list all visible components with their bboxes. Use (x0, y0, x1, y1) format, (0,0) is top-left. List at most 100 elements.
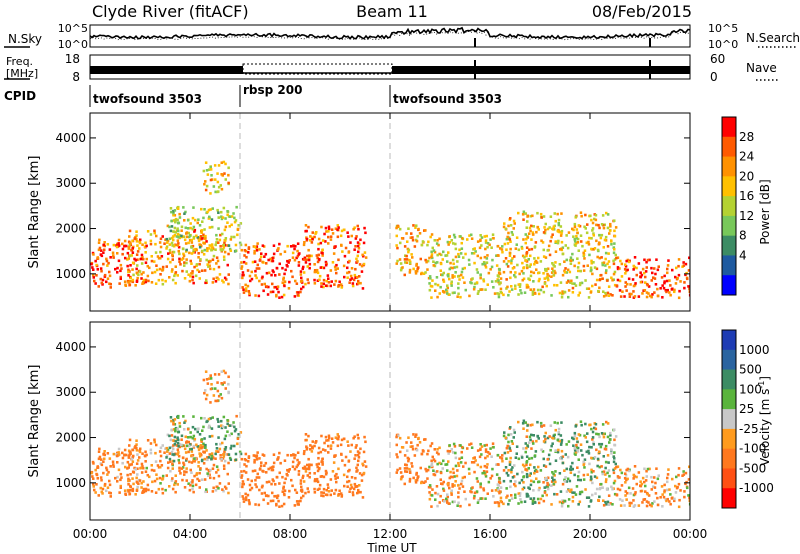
power-cell (549, 239, 552, 243)
velocity-cell (150, 490, 154, 493)
velocity-cell (324, 472, 328, 476)
power-cell (508, 290, 511, 293)
power-cell (140, 253, 144, 257)
velocity-cell (356, 484, 359, 488)
velocity-cell (170, 428, 173, 432)
velocity-cell (109, 465, 112, 468)
power-cell (602, 246, 605, 249)
velocity-cell (470, 442, 473, 446)
velocity-cell (432, 469, 435, 472)
power-cell (606, 245, 610, 248)
power-cell (269, 290, 273, 294)
power-cell (493, 292, 497, 295)
power-cell (228, 215, 232, 218)
velocity-cell (560, 449, 564, 453)
velocity-cell (567, 498, 571, 501)
power-cell (585, 231, 589, 235)
velocity-cell (499, 499, 502, 503)
velocity-cell (254, 478, 257, 482)
power-cell (428, 282, 431, 285)
power-cell (183, 212, 186, 215)
power-cell (215, 256, 219, 259)
velocity-cell (669, 493, 672, 496)
power-cell (509, 276, 512, 280)
power-cell (196, 221, 199, 225)
colorbar-swatch (722, 275, 736, 296)
velocity-cell (438, 446, 441, 450)
power-cell (190, 252, 194, 255)
power-cell (411, 236, 414, 239)
power-cell (220, 249, 223, 252)
cpid-panel: CPID twofsound 3503 rbsp 200 twofsound 3… (4, 83, 502, 107)
velocity-cell (197, 427, 200, 430)
velocity-cell (316, 480, 320, 484)
power-cell (358, 275, 361, 278)
velocity-cell (513, 464, 516, 467)
velocity-cell (520, 456, 524, 459)
power-cell (108, 282, 111, 285)
velocity-cell (161, 474, 165, 478)
velocity-cell (135, 476, 138, 480)
power-cell (457, 255, 461, 258)
velocity-cell (403, 482, 406, 486)
velocity-cell (198, 479, 201, 482)
velocity-cell (643, 480, 646, 484)
velocity-cell (203, 478, 207, 481)
velocity-cell (337, 467, 340, 471)
power-cell (223, 228, 227, 232)
velocity-cell (357, 436, 360, 440)
velocity-cell (128, 453, 131, 457)
power-cell (514, 287, 517, 290)
power-cell (346, 231, 349, 234)
power-cell (563, 269, 566, 273)
power-cell (172, 211, 175, 215)
colorbar-tick-label: 1000 (739, 343, 770, 357)
power-cell (645, 266, 648, 269)
velocity-cell (327, 434, 331, 438)
power-cell (252, 245, 256, 248)
power-cell (506, 265, 510, 268)
velocity-cell (248, 501, 251, 504)
power-cell (456, 260, 459, 263)
velocity-cell (561, 499, 564, 502)
power-cell (479, 234, 482, 237)
velocity-cell (361, 496, 365, 499)
velocity-cell (589, 423, 592, 427)
power-cell (395, 234, 398, 238)
velocity-cell (488, 452, 491, 456)
velocity-cell (607, 469, 611, 472)
velocity-cell (433, 448, 436, 451)
velocity-cell (222, 455, 226, 458)
velocity-cell (522, 486, 526, 490)
power-cell (616, 278, 620, 282)
velocity-cell (126, 473, 129, 477)
power-cell (633, 295, 637, 298)
velocity-cell (615, 465, 618, 469)
velocity-cell (134, 493, 137, 496)
velocity-cell (269, 466, 272, 470)
power-cell (209, 267, 212, 271)
velocity-cell (557, 448, 560, 452)
power-ylabel: Slant Range [km] (27, 156, 42, 269)
power-cell (582, 253, 586, 256)
power-cell (221, 232, 224, 236)
power-cell (666, 288, 669, 292)
power-cell (546, 249, 549, 252)
velocity-cell (260, 461, 263, 464)
velocity-cell (597, 432, 600, 436)
power-cell (541, 285, 544, 289)
velocity-cell (543, 486, 546, 489)
power-cell (526, 220, 529, 223)
velocity-cell (310, 445, 314, 449)
power-cell (624, 272, 627, 275)
power-cell (180, 225, 184, 229)
power-cell (426, 259, 430, 263)
velocity-cell (317, 451, 320, 455)
velocity-cell (430, 442, 434, 445)
velocity-cell (172, 422, 175, 426)
power-cell (126, 251, 130, 255)
velocity-cell (580, 490, 584, 494)
power-cell (198, 270, 201, 273)
velocity-cell (134, 468, 137, 471)
velocity-cell (354, 446, 358, 449)
